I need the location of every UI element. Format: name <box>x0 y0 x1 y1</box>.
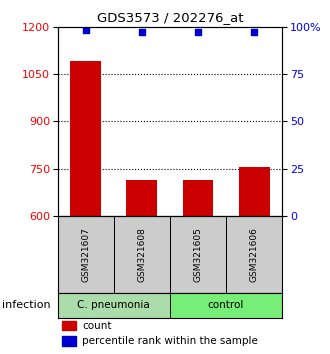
Bar <box>170 293 282 318</box>
Bar <box>170 216 226 293</box>
Bar <box>70 61 101 216</box>
Text: GSM321607: GSM321607 <box>81 227 90 282</box>
Bar <box>126 180 157 216</box>
Point <box>195 29 201 35</box>
Text: control: control <box>208 301 244 310</box>
Point <box>251 29 257 35</box>
Text: GSM321608: GSM321608 <box>137 227 147 282</box>
Title: GDS3573 / 202276_at: GDS3573 / 202276_at <box>97 11 243 24</box>
Text: percentile rank within the sample: percentile rank within the sample <box>82 336 258 346</box>
Bar <box>239 167 270 216</box>
Bar <box>226 216 282 293</box>
Bar <box>182 180 214 216</box>
Bar <box>114 216 170 293</box>
Bar <box>58 293 170 318</box>
Text: count: count <box>82 321 112 331</box>
Text: infection: infection <box>2 301 51 310</box>
Point <box>83 28 88 33</box>
Text: C. pneumonia: C. pneumonia <box>78 301 150 310</box>
Bar <box>62 321 76 330</box>
Text: GSM321605: GSM321605 <box>193 227 203 282</box>
Bar <box>58 216 114 293</box>
Point <box>139 29 145 35</box>
Bar <box>62 336 76 346</box>
Text: GSM321606: GSM321606 <box>249 227 259 282</box>
